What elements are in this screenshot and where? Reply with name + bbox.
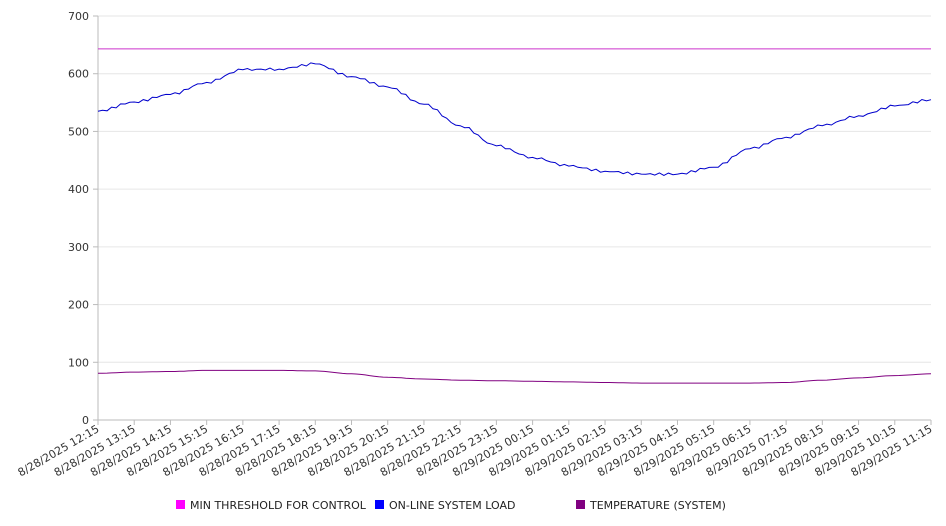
y-tick-labels: 0 100 200 300 400 500 600 700 xyxy=(68,10,89,427)
legend-swatch xyxy=(176,500,185,509)
series-line-2 xyxy=(97,62,932,176)
series-lines xyxy=(97,48,932,384)
y-tick-label: 200 xyxy=(68,299,89,312)
legend-label: MIN THRESHOLD FOR CONTROL xyxy=(190,499,367,512)
legend-label: TEMPERATURE (SYSTEM) xyxy=(589,499,726,512)
y-tick-label: 600 xyxy=(68,68,89,81)
legend-label: ON-LINE SYSTEM LOAD xyxy=(389,499,515,512)
y-tick-label: 0 xyxy=(82,414,89,427)
gridlines xyxy=(93,15,931,421)
series-line-3 xyxy=(97,369,932,384)
y-tick-label: 100 xyxy=(68,356,89,369)
y-tick-label: 300 xyxy=(68,241,89,254)
y-tick-label: 500 xyxy=(68,125,89,138)
legend-swatch xyxy=(576,500,585,509)
x-tick-labels: 8/28/2025 12:158/28/2025 13:158/28/2025 … xyxy=(16,420,935,479)
y-tick-label: 400 xyxy=(68,183,89,196)
y-tick-label: 700 xyxy=(68,10,89,23)
legend-swatch xyxy=(375,500,384,509)
axes xyxy=(97,16,931,421)
legend: MIN THRESHOLD FOR CONTROL ON-LINE SYSTEM … xyxy=(176,499,726,512)
